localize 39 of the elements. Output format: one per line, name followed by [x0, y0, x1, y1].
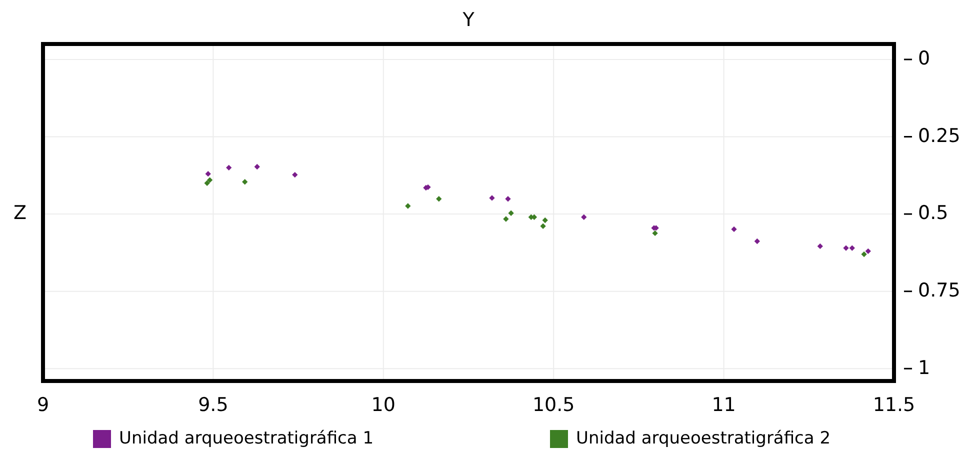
x-tick-label: 9 — [36, 394, 50, 416]
point — [731, 226, 737, 232]
x-tick-label: 10 — [371, 394, 396, 416]
x-tick-label: 9.5 — [198, 394, 228, 416]
x-tick-label: 10.5 — [532, 394, 575, 416]
point — [652, 230, 658, 236]
point — [436, 196, 442, 202]
x-tick-label: 11 — [712, 394, 736, 416]
point — [206, 177, 213, 183]
point — [843, 245, 849, 251]
legend-label: Unidad arqueoestratigráfica 1 — [119, 428, 374, 449]
point — [581, 214, 587, 220]
point — [508, 210, 514, 216]
point — [405, 203, 411, 209]
point — [292, 172, 298, 178]
point — [849, 245, 855, 251]
point — [503, 216, 509, 222]
y-tick-label: 0.25 — [918, 124, 960, 147]
y-tick-label: 0 — [918, 48, 930, 70]
point — [540, 223, 546, 229]
point — [754, 238, 760, 244]
chart-title: Y — [462, 9, 475, 31]
point — [226, 164, 232, 171]
point — [489, 195, 495, 201]
point — [204, 180, 210, 186]
y-tick-label: 1 — [918, 356, 930, 379]
point — [254, 164, 260, 170]
y-tick-label: 0.75 — [918, 280, 960, 302]
point — [505, 196, 511, 202]
point — [817, 243, 823, 250]
point — [205, 171, 211, 177]
y-tick-label: 0.5 — [918, 202, 948, 224]
point — [242, 179, 248, 185]
point — [542, 217, 548, 224]
x-tick-label: 11.5 — [872, 394, 916, 416]
point — [861, 251, 867, 258]
legend-label: Unidad arqueoestratigráfica 2 — [576, 428, 831, 449]
point — [865, 248, 871, 254]
y-axis-title: Z — [13, 202, 27, 224]
